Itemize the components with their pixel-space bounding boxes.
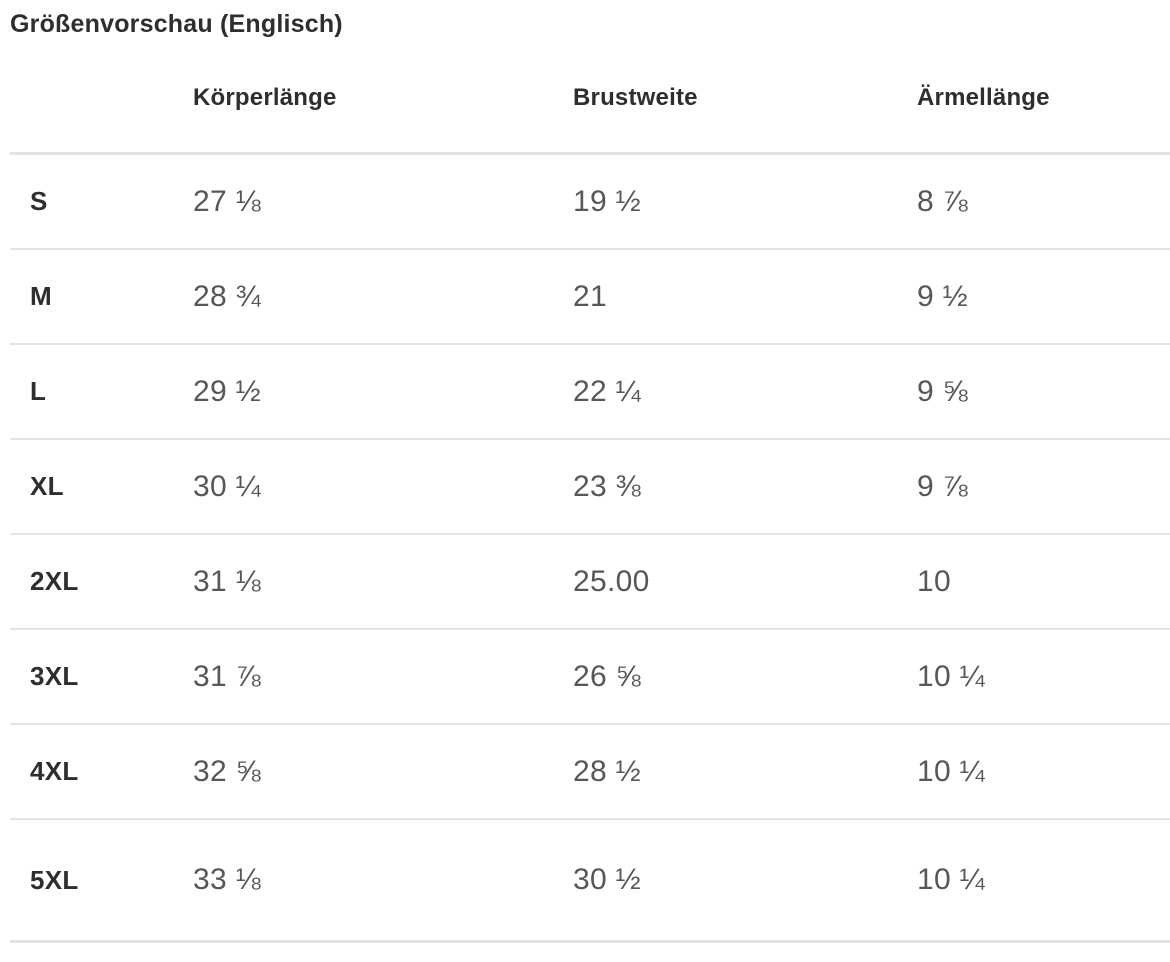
table-row: 4XL 32 ⅝ 28 ½ 10 ¼ (10, 725, 1170, 820)
body-length-value: 30 ¼ (193, 469, 261, 503)
body-length-value: 32 ⅝ (193, 754, 261, 788)
table-row: 5XL 33 ⅛ 30 ½ 10 ¼ (10, 820, 1170, 943)
chest-width-value: 19 ½ (573, 184, 641, 218)
size-chart-table: Körperlänge Brustweite Ärmellänge S 27 ⅛… (10, 41, 1170, 943)
table-row: S 27 ⅛ 19 ½ 8 ⅞ (10, 155, 1170, 250)
size-label: XL (30, 471, 64, 501)
column-header-chest-width: Brustweite (573, 84, 698, 111)
sleeve-length-value: 10 ¼ (917, 863, 985, 896)
size-label: 2XL (30, 566, 79, 596)
page-title: Größenvorschau (Englisch) (10, 10, 343, 38)
chest-width-value: 21 (573, 279, 607, 313)
column-header-body-length: Körperlänge (193, 84, 337, 111)
size-label: L (30, 376, 47, 406)
body-length-value: 29 ½ (193, 374, 261, 408)
sleeve-length-value: 9 ½ (917, 279, 968, 313)
chest-width-value: 30 ½ (573, 863, 641, 896)
body-length-value: 31 ⅞ (193, 659, 261, 693)
chest-width-value: 23 ⅜ (573, 469, 641, 503)
size-label: 5XL (30, 864, 79, 895)
table-row: 3XL 31 ⅞ 26 ⅝ 10 ¼ (10, 630, 1170, 725)
size-label: M (30, 281, 52, 311)
chest-width-value: 25.00 (573, 564, 650, 598)
table-row: L 29 ½ 22 ¼ 9 ⅝ (10, 345, 1170, 440)
chest-width-value: 28 ½ (573, 754, 641, 788)
sleeve-length-value: 10 ¼ (917, 659, 985, 693)
size-label: 4XL (30, 756, 79, 786)
sleeve-length-value: 9 ⅞ (917, 469, 968, 503)
size-label: S (30, 186, 48, 216)
sleeve-length-value: 10 ¼ (917, 754, 985, 788)
table-row: XL 30 ¼ 23 ⅜ 9 ⅞ (10, 440, 1170, 535)
body-length-value: 31 ⅛ (193, 564, 261, 598)
body-length-value: 28 ¾ (193, 279, 261, 313)
body-length-value: 27 ⅛ (193, 184, 261, 218)
sleeve-length-value: 9 ⅝ (917, 374, 968, 408)
chest-width-value: 22 ¼ (573, 374, 641, 408)
sleeve-length-value: 8 ⅞ (917, 184, 968, 218)
size-label: 3XL (30, 661, 79, 691)
column-header-sleeve-length: Ärmellänge (917, 84, 1050, 111)
table-header-row: Körperlänge Brustweite Ärmellänge (10, 41, 1170, 155)
size-chart-panel: Größenvorschau (Englisch) Körperlänge Br… (10, 7, 1170, 943)
sleeve-length-value: 10 (917, 564, 951, 598)
body-length-value: 33 ⅛ (193, 863, 261, 896)
chest-width-value: 26 ⅝ (573, 659, 641, 693)
table-row: M 28 ¾ 21 9 ½ (10, 250, 1170, 345)
table-row: 2XL 31 ⅛ 25.00 10 (10, 535, 1170, 630)
